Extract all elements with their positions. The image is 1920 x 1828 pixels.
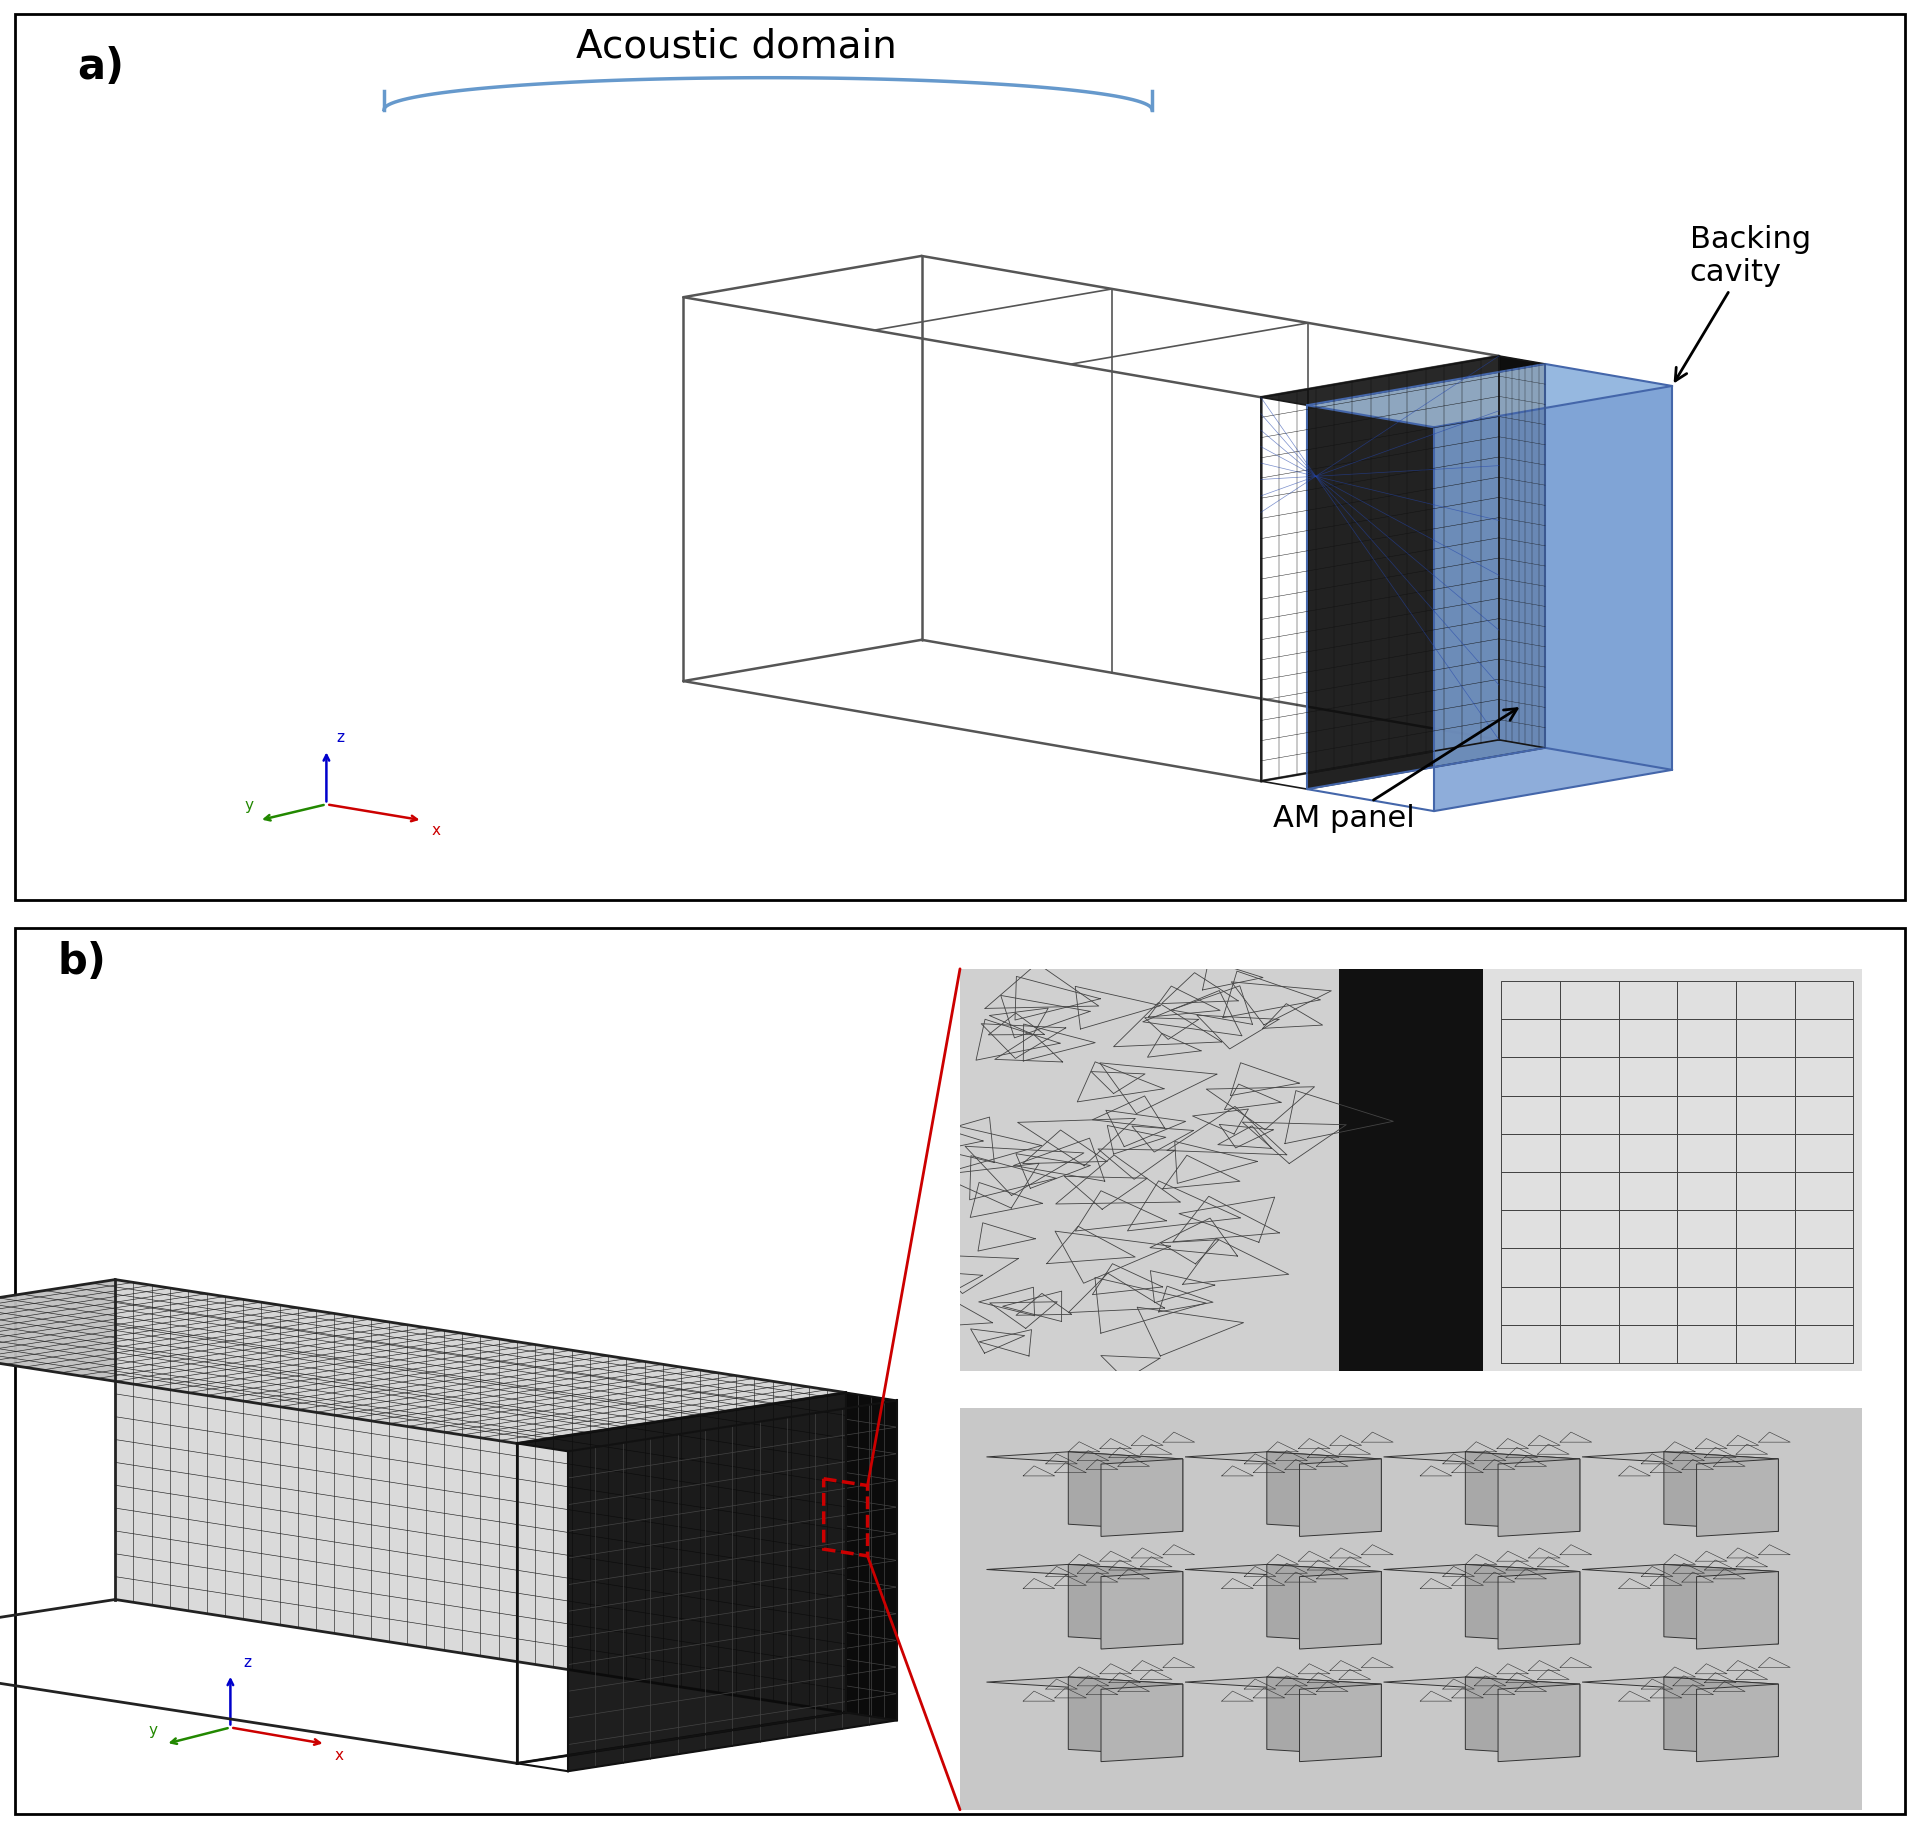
Text: y: y <box>148 1722 157 1738</box>
Polygon shape <box>1546 364 1672 770</box>
Text: z: z <box>244 1654 252 1671</box>
Polygon shape <box>1308 364 1546 790</box>
Polygon shape <box>1500 356 1546 748</box>
Text: x: x <box>432 823 442 837</box>
Text: z: z <box>336 729 344 746</box>
Polygon shape <box>845 1393 897 1720</box>
Text: AM panel: AM panel <box>1273 709 1517 834</box>
Polygon shape <box>0 1280 845 1444</box>
Polygon shape <box>568 1400 897 1771</box>
Polygon shape <box>115 1280 845 1713</box>
Text: y: y <box>246 799 253 813</box>
Text: x: x <box>334 1748 344 1762</box>
Text: Backing
cavity: Backing cavity <box>1674 225 1811 380</box>
Polygon shape <box>1261 356 1546 406</box>
Polygon shape <box>1434 386 1672 812</box>
Polygon shape <box>1308 364 1672 428</box>
Polygon shape <box>516 1393 897 1451</box>
Text: Acoustic domain: Acoustic domain <box>576 27 897 66</box>
Text: a): a) <box>77 46 123 88</box>
Text: b): b) <box>58 941 106 983</box>
